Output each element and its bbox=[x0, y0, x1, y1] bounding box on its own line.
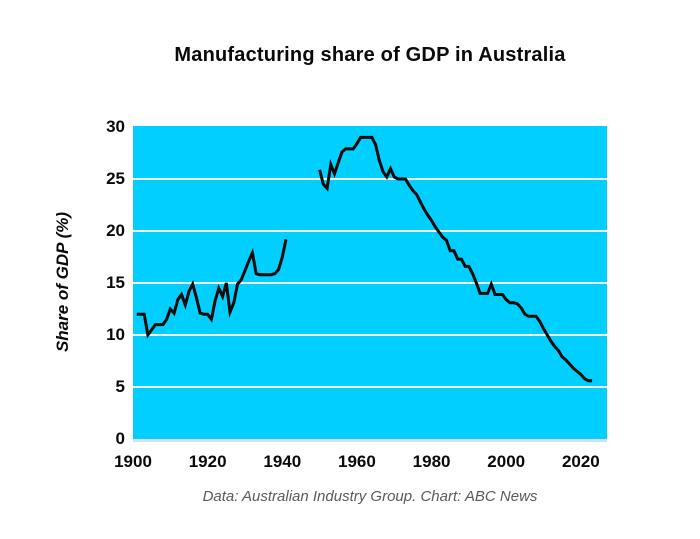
x-tick-label: 1900 bbox=[114, 452, 152, 471]
x-tick-label: 2020 bbox=[561, 452, 600, 471]
y-tick-label: 15 bbox=[106, 273, 125, 293]
x-tick-label: 1960 bbox=[338, 452, 376, 471]
plot-area bbox=[133, 126, 607, 439]
y-tick-label: 10 bbox=[106, 325, 125, 344]
y-tick-label: 5 bbox=[115, 377, 125, 396]
data-line-postwar bbox=[318, 135, 593, 383]
x-tick-label: 1980 bbox=[412, 452, 451, 471]
x-tick-label: 1920 bbox=[188, 452, 227, 471]
chart-title: Manufacturing share of GDP in Australia bbox=[174, 44, 566, 66]
y-tick-label: 30 bbox=[106, 117, 125, 137]
y-tick-label: 0 bbox=[115, 429, 125, 448]
chart-canvas bbox=[133, 135, 607, 389]
y-tick-label: 20 bbox=[106, 221, 125, 241]
data-line-prewar bbox=[136, 238, 288, 339]
y-tick-label: 25 bbox=[106, 169, 125, 189]
source-credit-caption: Data: Australian Industry Group. Chart: … bbox=[202, 488, 538, 505]
x-tick-label: 2000 bbox=[487, 452, 526, 471]
x-tick-label: 1940 bbox=[263, 452, 302, 471]
